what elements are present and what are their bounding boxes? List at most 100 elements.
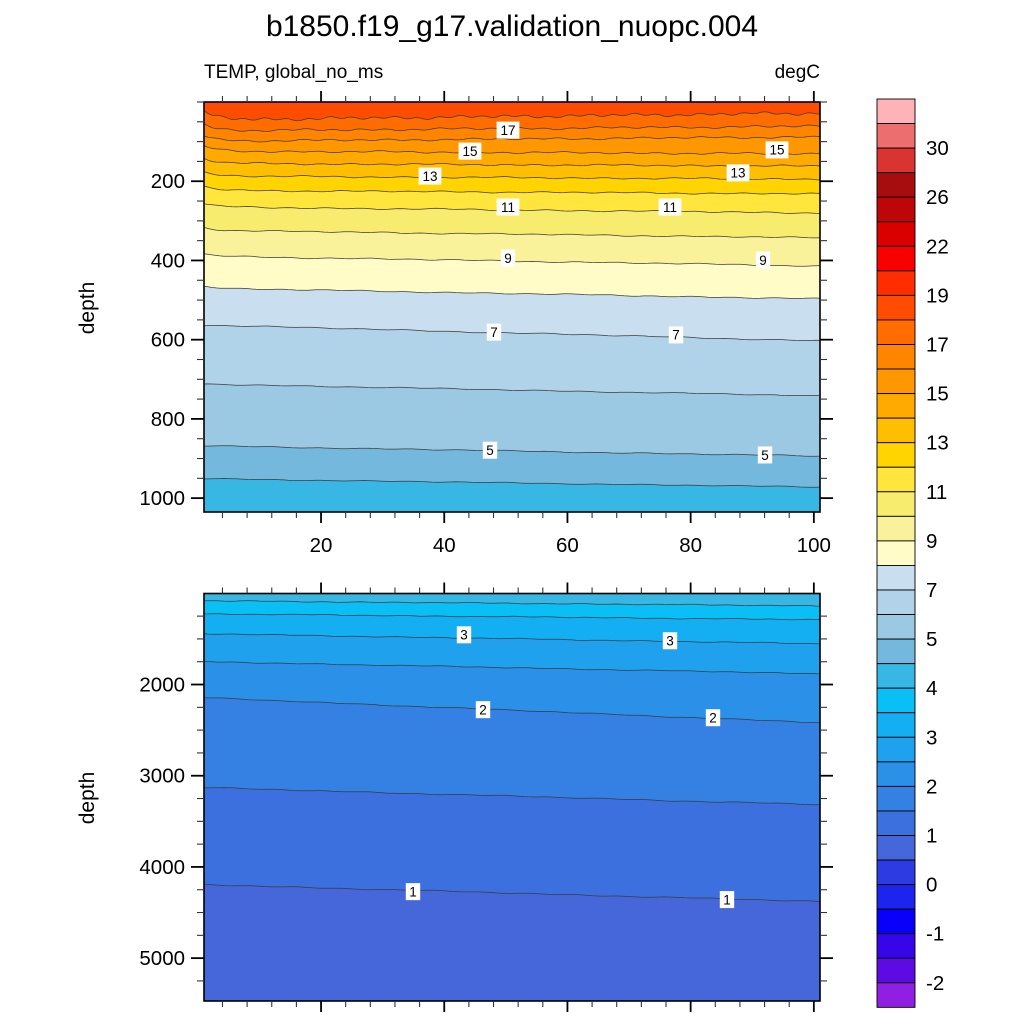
contour-line: [203, 110, 821, 122]
contour-line: [204, 445, 821, 457]
contour-label: 7: [490, 325, 498, 340]
colorbar-box: [876, 393, 916, 419]
contour-band: [204, 145, 820, 167]
colorbar-box: [876, 785, 916, 812]
colorbar-box: [876, 540, 916, 566]
contour-label: 9: [504, 251, 512, 266]
contour-line: [203, 145, 821, 155]
contour-line: [203, 325, 821, 341]
colorbar-box: [876, 417, 916, 444]
contour-line: [203, 883, 821, 902]
colorbar-label: 0: [926, 874, 937, 897]
contour-label-box: [496, 198, 520, 216]
contour-label: 5: [761, 448, 769, 463]
colorbar-box: [876, 884, 916, 910]
contour-band: [204, 661, 820, 723]
contour-line: [203, 135, 821, 143]
colorbar-box: [876, 565, 916, 591]
y-tick-label: 1000: [139, 487, 185, 510]
contour-band: [204, 445, 820, 488]
colorbar-label: 2: [926, 775, 937, 798]
contour-label-box: [726, 164, 750, 182]
units-label: degC: [774, 62, 820, 83]
contour-line: [203, 227, 821, 239]
y-tick-label: 800: [151, 408, 185, 431]
colorbar-label: 22: [926, 235, 949, 258]
colorbar-box: [876, 221, 916, 247]
contour-label: 11: [501, 200, 515, 215]
colorbar-label: 15: [926, 383, 949, 406]
colorbar-label: 19: [926, 284, 949, 307]
contour-label: 3: [460, 628, 468, 643]
contour-label-box: [482, 441, 498, 459]
colorbar-box: [876, 515, 916, 542]
contour-line: [203, 600, 821, 607]
colorbar-box: [876, 638, 916, 665]
contour-band: [204, 227, 820, 267]
contour-label: 5: [486, 443, 494, 458]
colorbar-label: 30: [926, 137, 949, 160]
contour-label: 11: [663, 200, 677, 215]
colorbar-box: [876, 368, 916, 395]
contour-label: 15: [462, 144, 477, 159]
contour-line: [203, 660, 821, 675]
colorbar-box: [876, 589, 916, 615]
colorbar-box: [876, 957, 916, 984]
contour-label-box: [755, 251, 771, 269]
colorbar-label: 1: [926, 825, 937, 848]
colorbar-box: [876, 442, 916, 468]
contour-band: [204, 253, 820, 299]
contour-line: [203, 613, 821, 621]
contour-band: [204, 171, 820, 195]
contour-label: 1: [723, 892, 731, 907]
colorbar-label: 26: [926, 186, 949, 209]
contour-band: [204, 787, 820, 902]
x-tick-label: 60: [556, 534, 579, 557]
contour-band: [204, 286, 820, 341]
contour-band: [204, 478, 820, 512]
y-tick-label: 400: [151, 249, 185, 272]
y-tick-label: 4000: [139, 856, 185, 879]
colorbar-box: [876, 196, 916, 223]
x-tick-label: 20: [310, 534, 333, 557]
contour-label: 15: [769, 143, 784, 158]
colorbar-box: [876, 123, 916, 149]
contour-label-box: [458, 142, 482, 160]
contour-label-box: [757, 446, 773, 464]
colorbar-box: [876, 687, 916, 714]
x-tick-label: 80: [679, 534, 702, 557]
contour-line: [203, 158, 821, 168]
colorbar-box: [876, 98, 916, 124]
contour-label-box: [719, 891, 735, 909]
contour-line: [203, 383, 821, 396]
colorbar-box: [876, 614, 916, 640]
contour-band: [204, 325, 820, 396]
colorbar-box: [876, 147, 916, 174]
contour-label-box: [418, 167, 442, 185]
y-axis-title-lower: depth: [76, 771, 99, 825]
colorbar-label: 13: [926, 432, 949, 455]
colorbar-label: 5: [926, 628, 937, 651]
colorbar-label: 7: [926, 579, 937, 602]
contour-label: 3: [666, 634, 674, 649]
contour-label-box: [496, 121, 520, 139]
panel-border: [203, 101, 821, 513]
contour-label-box: [500, 249, 516, 267]
contour-band: [204, 383, 820, 457]
colorbar-box: [876, 172, 916, 198]
contour-label: 2: [709, 711, 717, 726]
y-tick-label: 200: [151, 170, 185, 193]
colorbar-label: 3: [926, 726, 937, 749]
colorbar-label: -2: [926, 972, 944, 995]
colorbar-box: [876, 859, 916, 886]
colorbar-box: [876, 810, 916, 836]
contour-band: [204, 884, 820, 1001]
y-tick-label: 5000: [139, 947, 185, 970]
y-tick-label: 600: [151, 329, 185, 352]
colorbar-box: [876, 982, 916, 1008]
colorbar-box: [876, 466, 916, 493]
contour-line: [203, 285, 821, 299]
y-axis-title-upper: depth: [76, 281, 99, 335]
